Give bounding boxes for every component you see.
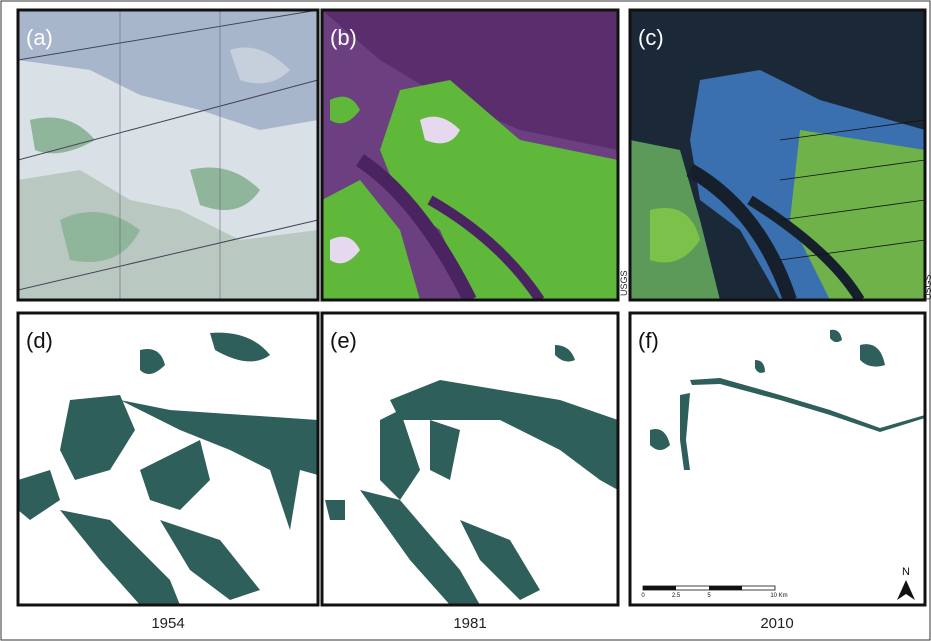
panel-frame — [628, 8, 927, 302]
north-label: N — [902, 566, 910, 578]
scale-tick-label: 2.5 — [672, 593, 681, 599]
year-label: 2010 — [760, 615, 793, 632]
panel-f-map — [630, 313, 925, 605]
north-arrow — [897, 580, 915, 600]
panel-label: (a) — [26, 25, 53, 50]
panel-b-image — [322, 10, 618, 300]
year-label: 1954 — [151, 615, 184, 632]
panel-label: (c) — [638, 25, 664, 50]
panel-label: (e) — [330, 328, 357, 353]
panel-frame — [628, 311, 927, 607]
panel-c-image — [630, 10, 925, 300]
scale-tick-label: 10 Km — [770, 593, 787, 599]
panel-frame — [16, 311, 320, 607]
scale-tick-label: 5 — [707, 593, 711, 599]
credit: USGS — [619, 270, 629, 296]
panel-label: (b) — [330, 25, 357, 50]
panel-label: (f) — [638, 328, 659, 353]
scale-tick-label: 0 — [641, 593, 645, 599]
panel-e-map — [322, 313, 618, 605]
panel-a-map — [18, 10, 318, 300]
panel-d-map — [18, 313, 318, 605]
panel-label: (d) — [26, 328, 53, 353]
panel-frame — [320, 8, 620, 302]
scale-bar — [642, 585, 776, 591]
panel-frame — [16, 8, 320, 302]
year-label: 1981 — [453, 615, 486, 632]
credit: USGS — [923, 274, 931, 300]
panel-frame — [320, 311, 620, 607]
